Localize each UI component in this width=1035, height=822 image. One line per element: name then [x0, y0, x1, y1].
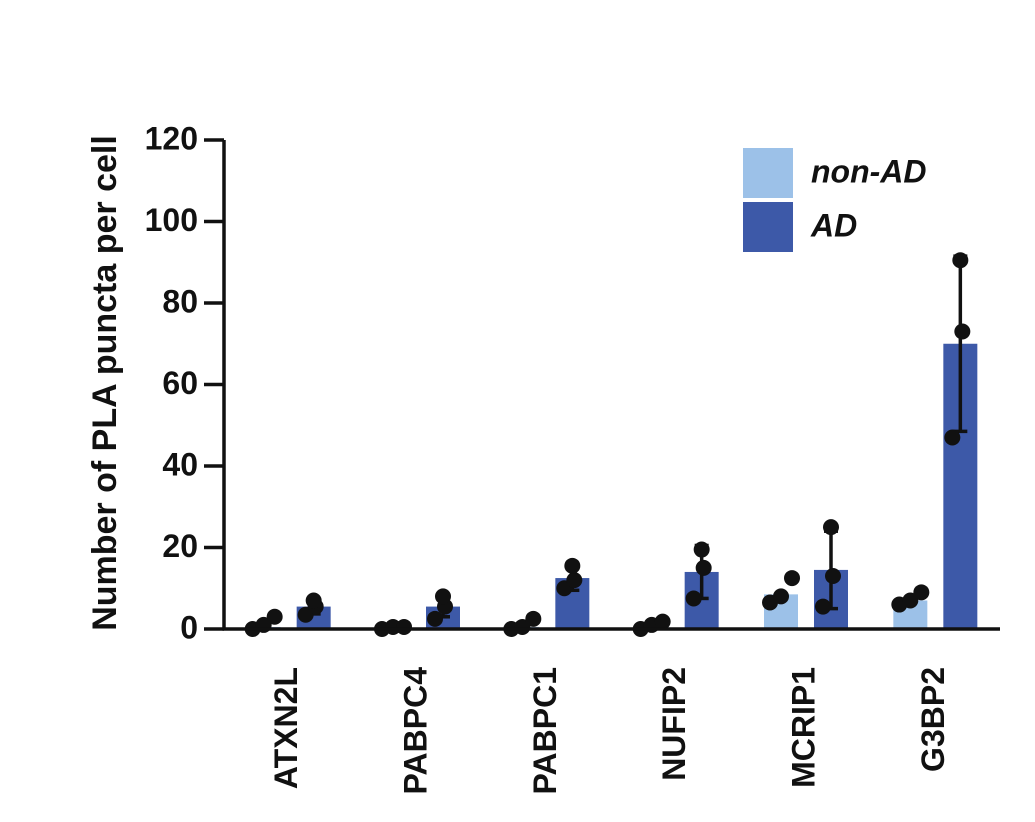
data-point-non-AD-PABPC1 [514, 618, 531, 635]
data-point-AD-MCRIP1 [823, 519, 839, 536]
y-tick-label: 120 [145, 120, 198, 156]
data-point-non-AD-MCRIP1 [784, 570, 800, 587]
data-points-layer [244, 252, 971, 637]
data-point-non-AD-MCRIP1 [773, 588, 789, 605]
data-point-AD-MCRIP1 [815, 598, 831, 615]
x-tick-label: MCRIP1 [785, 667, 821, 788]
data-point-AD-G3BP2 [954, 323, 971, 340]
data-point-non-AD-PABPC4 [396, 618, 412, 635]
data-point-AD-G3BP2 [944, 429, 961, 446]
data-point-non-AD-PABPC1 [525, 610, 542, 627]
data-point-non-AD-NUFIP2 [654, 613, 671, 630]
legend-label: non-AD [811, 153, 927, 189]
bars-layer [246, 343, 978, 629]
data-point-non-AD-PABPC4 [385, 618, 401, 635]
y-tick-label: 80 [162, 283, 198, 319]
legend-label: AD [810, 207, 857, 243]
y-axis-ticks: 0 20 40 60 80 100 120 [145, 120, 224, 645]
y-tick-label: 100 [145, 202, 198, 238]
legend-swatch-AD [743, 202, 793, 252]
y-tick-label: 0 [180, 609, 198, 645]
y-axis-title-group: Number of PLA puncta per cell [86, 135, 124, 631]
x-axis-ticks: ATXN2L PABPC4 PABPC1 NUFIP2 MCRIP1 G3BP2 [268, 667, 951, 795]
data-point-non-AD-G3BP2 [902, 592, 919, 609]
x-tick-label: PABPC1 [527, 667, 563, 794]
data-point-non-AD-ATXN2L [266, 608, 283, 625]
data-point-AD-MCRIP1 [825, 568, 841, 585]
x-tick-label: NUFIP2 [656, 667, 692, 781]
x-tick-label: PABPC4 [397, 667, 433, 795]
data-point-AD-PABPC1 [564, 557, 581, 574]
error-bars-layer [306, 254, 968, 619]
y-tick-label: 20 [162, 528, 198, 564]
legend: non-AD AD [743, 148, 927, 252]
data-point-AD-PABPC4 [435, 588, 451, 605]
data-point-AD-PABPC4 [427, 610, 443, 627]
data-point-AD-G3BP2 [952, 252, 969, 269]
y-axis-title: Number of PLA puncta per cell [86, 135, 124, 631]
y-tick-label: 60 [162, 365, 198, 401]
data-point-AD-NUFIP2 [695, 559, 712, 576]
data-point-AD-PABPC1 [566, 572, 583, 589]
x-tick-label: ATXN2L [268, 667, 304, 789]
x-tick-label: G3BP2 [915, 667, 951, 772]
data-point-non-AD-G3BP2 [913, 584, 930, 601]
data-point-AD-NUFIP2 [693, 541, 710, 558]
data-point-AD-ATXN2L [305, 592, 322, 609]
y-tick-label: 40 [162, 446, 198, 482]
data-point-AD-NUFIP2 [685, 590, 702, 607]
legend-swatch-non-AD [743, 148, 793, 198]
